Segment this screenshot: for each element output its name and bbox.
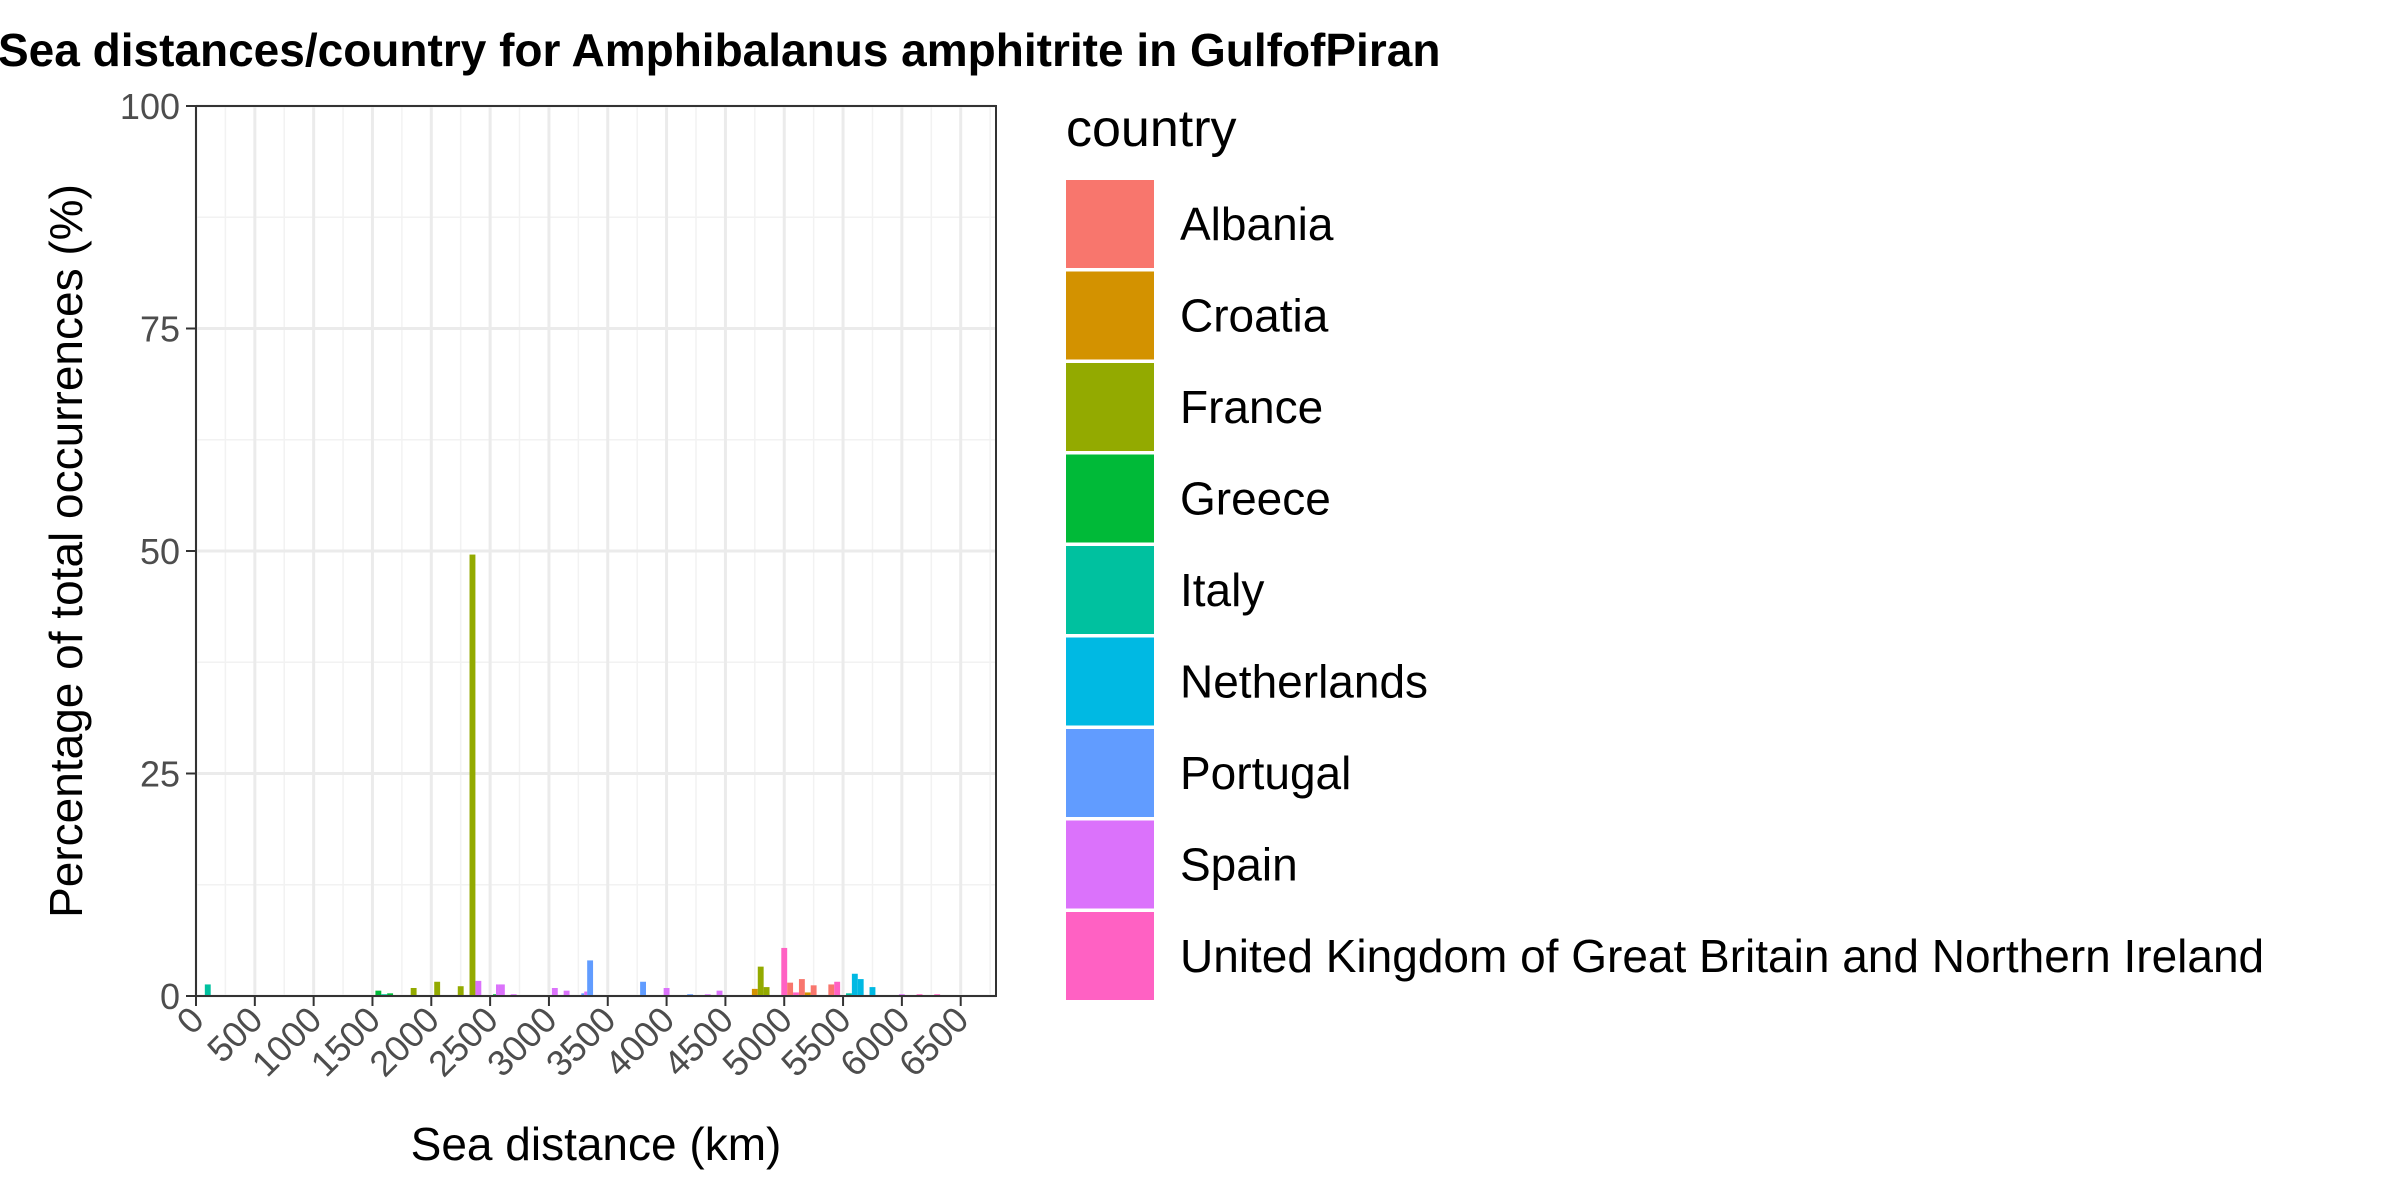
y-tick-label: 100	[120, 86, 180, 127]
bar-albania	[787, 982, 794, 996]
y-axis-title: Percentage of total occurrences (%)	[40, 184, 92, 918]
legend-swatch-spain	[1066, 820, 1154, 909]
bar-france	[763, 987, 770, 996]
legend-swatch-france	[1066, 363, 1154, 451]
y-tick-label: 75	[140, 309, 180, 350]
legend-label-greece: Greece	[1180, 473, 1331, 525]
legend-swatch-portugal	[1066, 729, 1154, 817]
legend-swatch-albania	[1066, 180, 1154, 268]
legend-label-albania: Albania	[1180, 198, 1334, 250]
chart-title: Sea distances/country for Amphibalanus a…	[0, 24, 1440, 76]
bar-spain	[498, 984, 505, 996]
bar-netherlands	[869, 987, 876, 996]
legend-label-italy: Italy	[1180, 564, 1264, 616]
x-axis-title: Sea distance (km)	[411, 1118, 782, 1170]
legend-swatch-greece	[1066, 454, 1154, 543]
legend-title: country	[1066, 100, 1237, 158]
bar-france	[457, 986, 464, 996]
legend-swatch-united-kingdom-of-great-britain-and-northern-ireland	[1066, 912, 1154, 1000]
bar-spain	[563, 990, 570, 996]
grid-lines	[194, 104, 996, 998]
bar-italy	[204, 984, 211, 996]
bar-france	[434, 981, 441, 996]
bar-spain	[716, 990, 723, 996]
bar-united-kingdom-of-great-britain-and-northern-ireland	[834, 981, 841, 996]
y-tick-label: 25	[140, 754, 180, 795]
bar-italy	[846, 993, 852, 996]
bar-croatia	[804, 992, 811, 996]
bar-spain	[475, 980, 482, 996]
legend-label-croatia: Croatia	[1180, 290, 1329, 342]
bar-netherlands	[857, 979, 864, 996]
legend-swatch-netherlands	[1066, 637, 1154, 726]
bar-portugal	[640, 981, 646, 996]
bar-portugal	[581, 993, 585, 996]
bar-albania	[798, 979, 805, 996]
x-tick-label: 6500	[891, 999, 977, 1085]
bar-france	[410, 987, 417, 996]
bar-portugal	[587, 960, 594, 996]
bar-albania	[828, 984, 835, 996]
x-axis: 0500100015002000250030003500400045005000…	[169, 996, 977, 1085]
legend-swatch-croatia	[1066, 271, 1154, 360]
bar-croatia	[751, 988, 758, 996]
y-tick-label: 0	[160, 976, 180, 1017]
legend-swatch-italy	[1066, 546, 1154, 634]
legend-label-portugal: Portugal	[1180, 747, 1351, 799]
bar-france	[757, 966, 764, 996]
legend: country Albania Croatia France Greece Italy N…	[1066, 100, 2264, 1000]
bar-greece	[387, 993, 394, 996]
bar-united-kingdom-of-great-britain-and-northern-ireland	[793, 992, 799, 996]
legend-label-netherlands: Netherlands	[1180, 656, 1428, 708]
bar-spain	[551, 987, 558, 996]
bar-spain	[663, 987, 670, 996]
legend-label-united-kingdom-of-great-britain-and-northern-ireland: United Kingdom of Great Britain and Nort…	[1180, 930, 2264, 982]
bar-albania	[810, 985, 817, 996]
y-axis: 0 25 50 75 100	[120, 86, 196, 1017]
bar-united-kingdom-of-great-britain-and-northern-ireland	[781, 947, 788, 996]
legend-label-spain: Spain	[1180, 839, 1298, 891]
bar-netherlands	[851, 973, 858, 996]
bar-spain	[584, 991, 588, 996]
legend-label-france: France	[1180, 381, 1323, 433]
bar-spain	[496, 984, 499, 996]
bar-greece	[375, 990, 382, 996]
y-tick-label: 50	[140, 531, 180, 572]
bar-france	[469, 554, 476, 996]
